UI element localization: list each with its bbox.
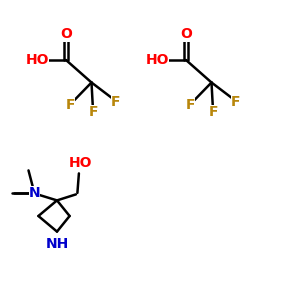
Text: NH: NH [45,237,69,251]
Text: F: F [88,106,98,119]
Text: F: F [111,95,120,109]
Text: F: F [66,98,75,112]
Text: F: F [186,98,195,112]
Text: HO: HO [146,53,169,67]
Text: HO: HO [69,156,92,170]
Text: O: O [180,28,192,41]
Text: HO: HO [26,53,49,67]
Text: O: O [60,28,72,41]
Text: F: F [208,106,218,119]
Text: N: N [29,186,40,200]
Text: F: F [231,95,240,109]
